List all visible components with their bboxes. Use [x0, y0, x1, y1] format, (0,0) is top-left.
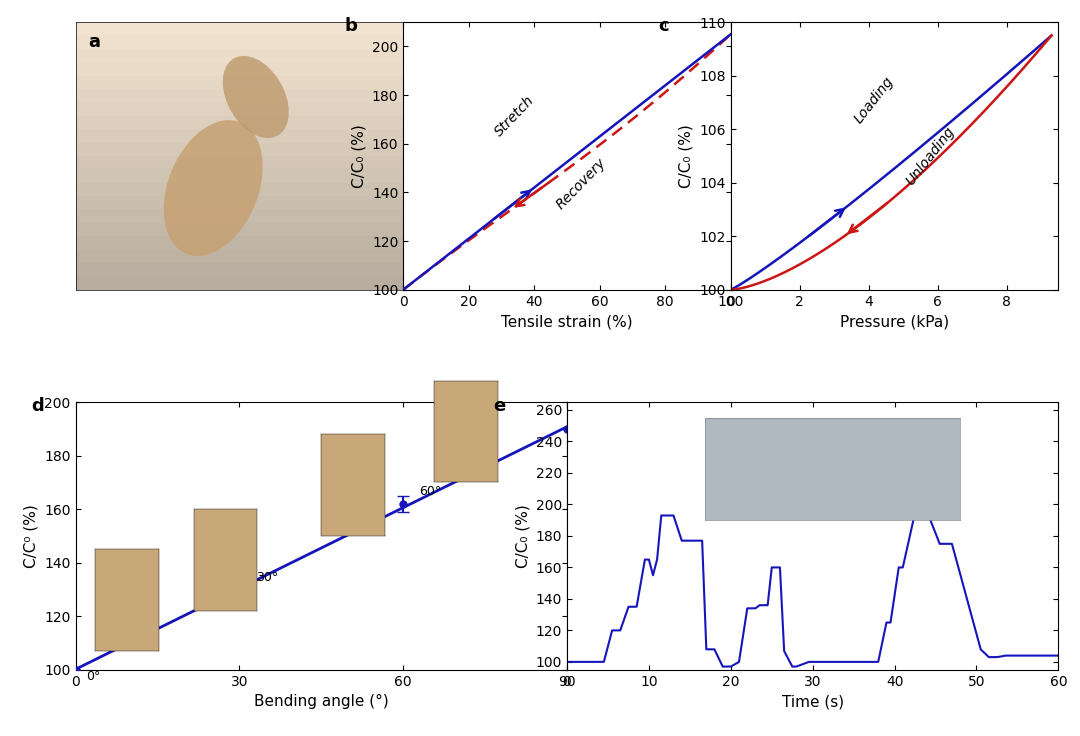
- Text: Recovery: Recovery: [554, 155, 609, 212]
- Bar: [76, 143, 403, 156]
- Text: 30°: 30°: [256, 571, 278, 584]
- Bar: [76, 183, 403, 196]
- Bar: [76, 276, 403, 290]
- Text: e: e: [494, 397, 505, 415]
- Text: b: b: [345, 17, 357, 35]
- Bar: [76, 129, 403, 143]
- Y-axis label: C/C₀ (%): C/C₀ (%): [515, 504, 530, 567]
- X-axis label: Pressure (kPa): Pressure (kPa): [840, 314, 949, 329]
- Text: a: a: [89, 33, 100, 51]
- Text: 90°: 90°: [578, 411, 600, 423]
- Ellipse shape: [164, 120, 262, 256]
- Bar: [76, 49, 403, 63]
- Text: Stretch: Stretch: [491, 93, 537, 139]
- Y-axis label: C/C₀ (%): C/C₀ (%): [351, 124, 366, 188]
- X-axis label: Time (s): Time (s): [782, 694, 843, 710]
- Y-axis label: C/C⁰ (%): C/C⁰ (%): [24, 504, 39, 567]
- Bar: [76, 63, 403, 76]
- Bar: [76, 236, 403, 250]
- Text: 0°: 0°: [86, 670, 100, 683]
- Bar: [76, 250, 403, 263]
- Bar: [76, 89, 403, 102]
- Text: c: c: [659, 17, 670, 35]
- X-axis label: Bending angle (°): Bending angle (°): [254, 694, 389, 710]
- Text: d: d: [31, 397, 44, 415]
- Ellipse shape: [222, 56, 288, 138]
- Bar: [76, 169, 403, 183]
- Bar: [76, 263, 403, 276]
- Text: Loading: Loading: [851, 74, 896, 127]
- Text: Unloading: Unloading: [903, 124, 957, 188]
- Y-axis label: C/C₀ (%): C/C₀ (%): [679, 124, 693, 188]
- Text: 60°: 60°: [419, 486, 442, 498]
- Bar: [76, 22, 403, 35]
- X-axis label: Tensile strain (%): Tensile strain (%): [501, 314, 633, 329]
- Bar: [76, 35, 403, 49]
- Bar: [76, 223, 403, 236]
- Bar: [76, 76, 403, 89]
- Bar: [76, 196, 403, 210]
- Bar: [76, 116, 403, 129]
- Bar: [76, 156, 403, 169]
- Bar: [76, 210, 403, 223]
- Bar: [76, 102, 403, 116]
